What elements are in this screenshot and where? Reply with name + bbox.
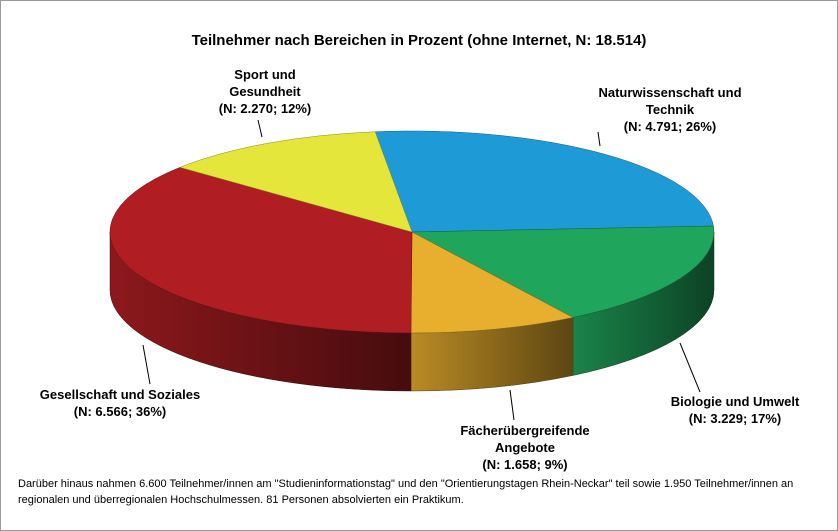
footnote: Darüber hinaus nahmen 6.600 Teilnehmer/i… bbox=[18, 478, 794, 506]
category-label: Sport und Gesundheit bbox=[229, 67, 301, 99]
category-label: Fächerübergreifende Angebote bbox=[460, 423, 590, 455]
slice-label: Biologie und Umwelt (N: 3.229; 17%) bbox=[635, 393, 835, 427]
leader-line bbox=[679, 342, 701, 393]
chart-title: Teilnehmer nach Bereichen in Prozent (oh… bbox=[191, 32, 647, 49]
tops bbox=[109, 130, 715, 334]
leader-line bbox=[597, 131, 601, 147]
slice-label: Gesellschaft und Soziales (N: 6.566; 36%) bbox=[35, 386, 205, 420]
category-label: Naturwissenschaft und Technik bbox=[598, 85, 742, 117]
value-label: (N: 3.229; 17%) bbox=[688, 411, 782, 426]
value-label: (N: 2.270; 12%) bbox=[218, 101, 312, 116]
value-label: (N: 1.658; 9%) bbox=[482, 457, 568, 472]
category-label: Biologie und Umwelt bbox=[670, 394, 800, 409]
leader-lines bbox=[142, 119, 701, 421]
leader-line bbox=[257, 119, 263, 138]
slice bbox=[374, 130, 714, 233]
value-label: (N: 4.791; 26%) bbox=[623, 119, 717, 134]
value-label: (N: 6.566; 36%) bbox=[73, 404, 167, 419]
slice-label: Sport und Gesundheit (N: 2.270; 12%) bbox=[205, 66, 325, 117]
slice bbox=[410, 231, 574, 334]
slice bbox=[411, 225, 715, 318]
pie bbox=[109, 130, 715, 392]
slice bbox=[109, 167, 413, 334]
slice bbox=[179, 131, 413, 233]
leader-line bbox=[142, 344, 151, 385]
slice-label: Fächerübergreifende Angebote (N: 1.658; 9… bbox=[440, 422, 610, 473]
category-label: Gesellschaft und Soziales bbox=[39, 387, 201, 402]
leader-line bbox=[509, 389, 515, 421]
slice-label: Naturwissenschaft und Technik (N: 4.791; … bbox=[590, 84, 750, 135]
